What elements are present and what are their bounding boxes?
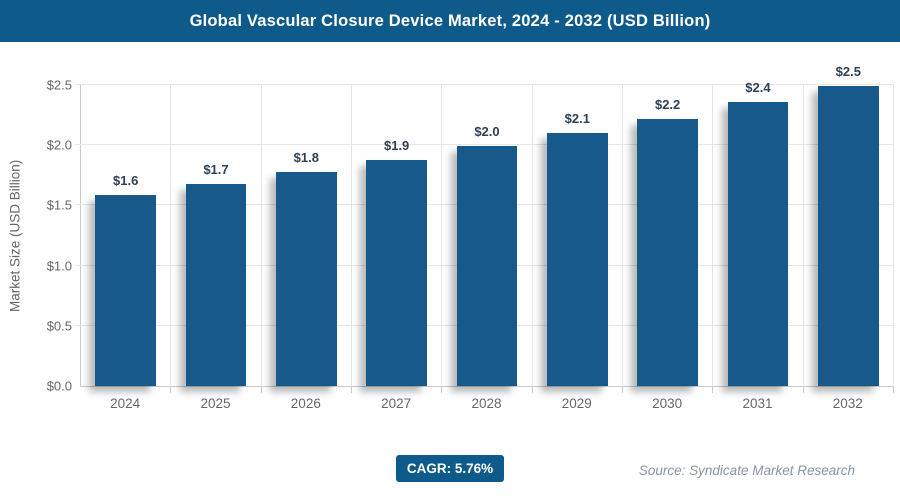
bar-value-label: $2.1 [564, 111, 590, 127]
plot-area: $1.6 $1.7 $1.8 $1.9 $2.0 $2.1 [75, 64, 895, 393]
y-tick: $2.0 [46, 137, 72, 153]
bar-slot-2029: $2.1 [533, 85, 624, 393]
cagr-badge: CAGR: 5.76% [396, 455, 504, 482]
bar-2032: $2.5 [817, 64, 879, 386]
bar-2029: $2.1 [546, 111, 608, 386]
bar-2028: $2.0 [456, 124, 518, 386]
bar-value-label: $2.5 [835, 64, 861, 80]
bar-slot-2031: $2.4 [713, 80, 804, 393]
bar-slot-2030: $2.2 [623, 85, 714, 393]
x-tick: 2026 [290, 396, 321, 411]
bar-2027: $1.9 [366, 138, 428, 386]
bar-2025: $1.7 [185, 162, 247, 386]
bar-2031: $2.4 [727, 80, 789, 386]
bar-2030: $2.2 [637, 97, 698, 386]
bar-slot-2032: $2.5 [804, 64, 895, 393]
bar-value-label: $1.7 [203, 161, 229, 177]
bar-value-label: $1.8 [293, 149, 319, 165]
x-axis-tick-labels: 2024 2025 2026 2027 2028 2029 2030 2031 … [80, 396, 893, 411]
x-tick: 2027 [381, 396, 412, 411]
x-tick: 2031 [742, 396, 773, 411]
y-tick: $0.5 [46, 318, 72, 334]
bar-slot-2027: $1.9 [352, 85, 443, 393]
bar-value-label: $1.9 [383, 137, 410, 153]
x-tick: 2029 [561, 396, 592, 411]
x-tick: 2032 [832, 396, 863, 411]
y-axis-tick-labels: $0.0 $0.5 $1.0 $1.5 $2.0 $2.5 [0, 78, 72, 394]
y-tick: $0.0 [46, 378, 72, 394]
y-tick: $2.5 [46, 77, 72, 93]
bar-slot-2028: $2.0 [442, 85, 533, 393]
bar-slot-2025: $1.7 [171, 85, 262, 393]
header-banner: Global Vascular Closure Device Market, 2… [0, 0, 900, 42]
y-tick: $1.0 [46, 258, 72, 274]
bar-value-label: $1.6 [113, 172, 139, 188]
bar-2024: $1.6 [95, 173, 157, 386]
source-credit: Source: Syndicate Market Research [638, 463, 855, 478]
bar-2026: $1.8 [275, 150, 337, 386]
bar-slot-2024: $1.6 [81, 85, 172, 393]
x-tick: 2025 [200, 396, 231, 411]
y-tick: $1.5 [46, 197, 72, 213]
x-tick: 2030 [652, 396, 683, 411]
bar-slot-2026: $1.8 [262, 85, 353, 393]
bar-value-label: $2.2 [654, 96, 681, 112]
bar-value-label: $2.4 [745, 79, 771, 95]
cagr-label: CAGR: 5.76% [406, 461, 494, 476]
chart-title: Global Vascular Closure Device Market, 2… [189, 11, 711, 30]
bar-value-label: $2.0 [474, 124, 500, 140]
x-tick: 2028 [471, 396, 502, 411]
x-tick: 2024 [110, 396, 141, 411]
